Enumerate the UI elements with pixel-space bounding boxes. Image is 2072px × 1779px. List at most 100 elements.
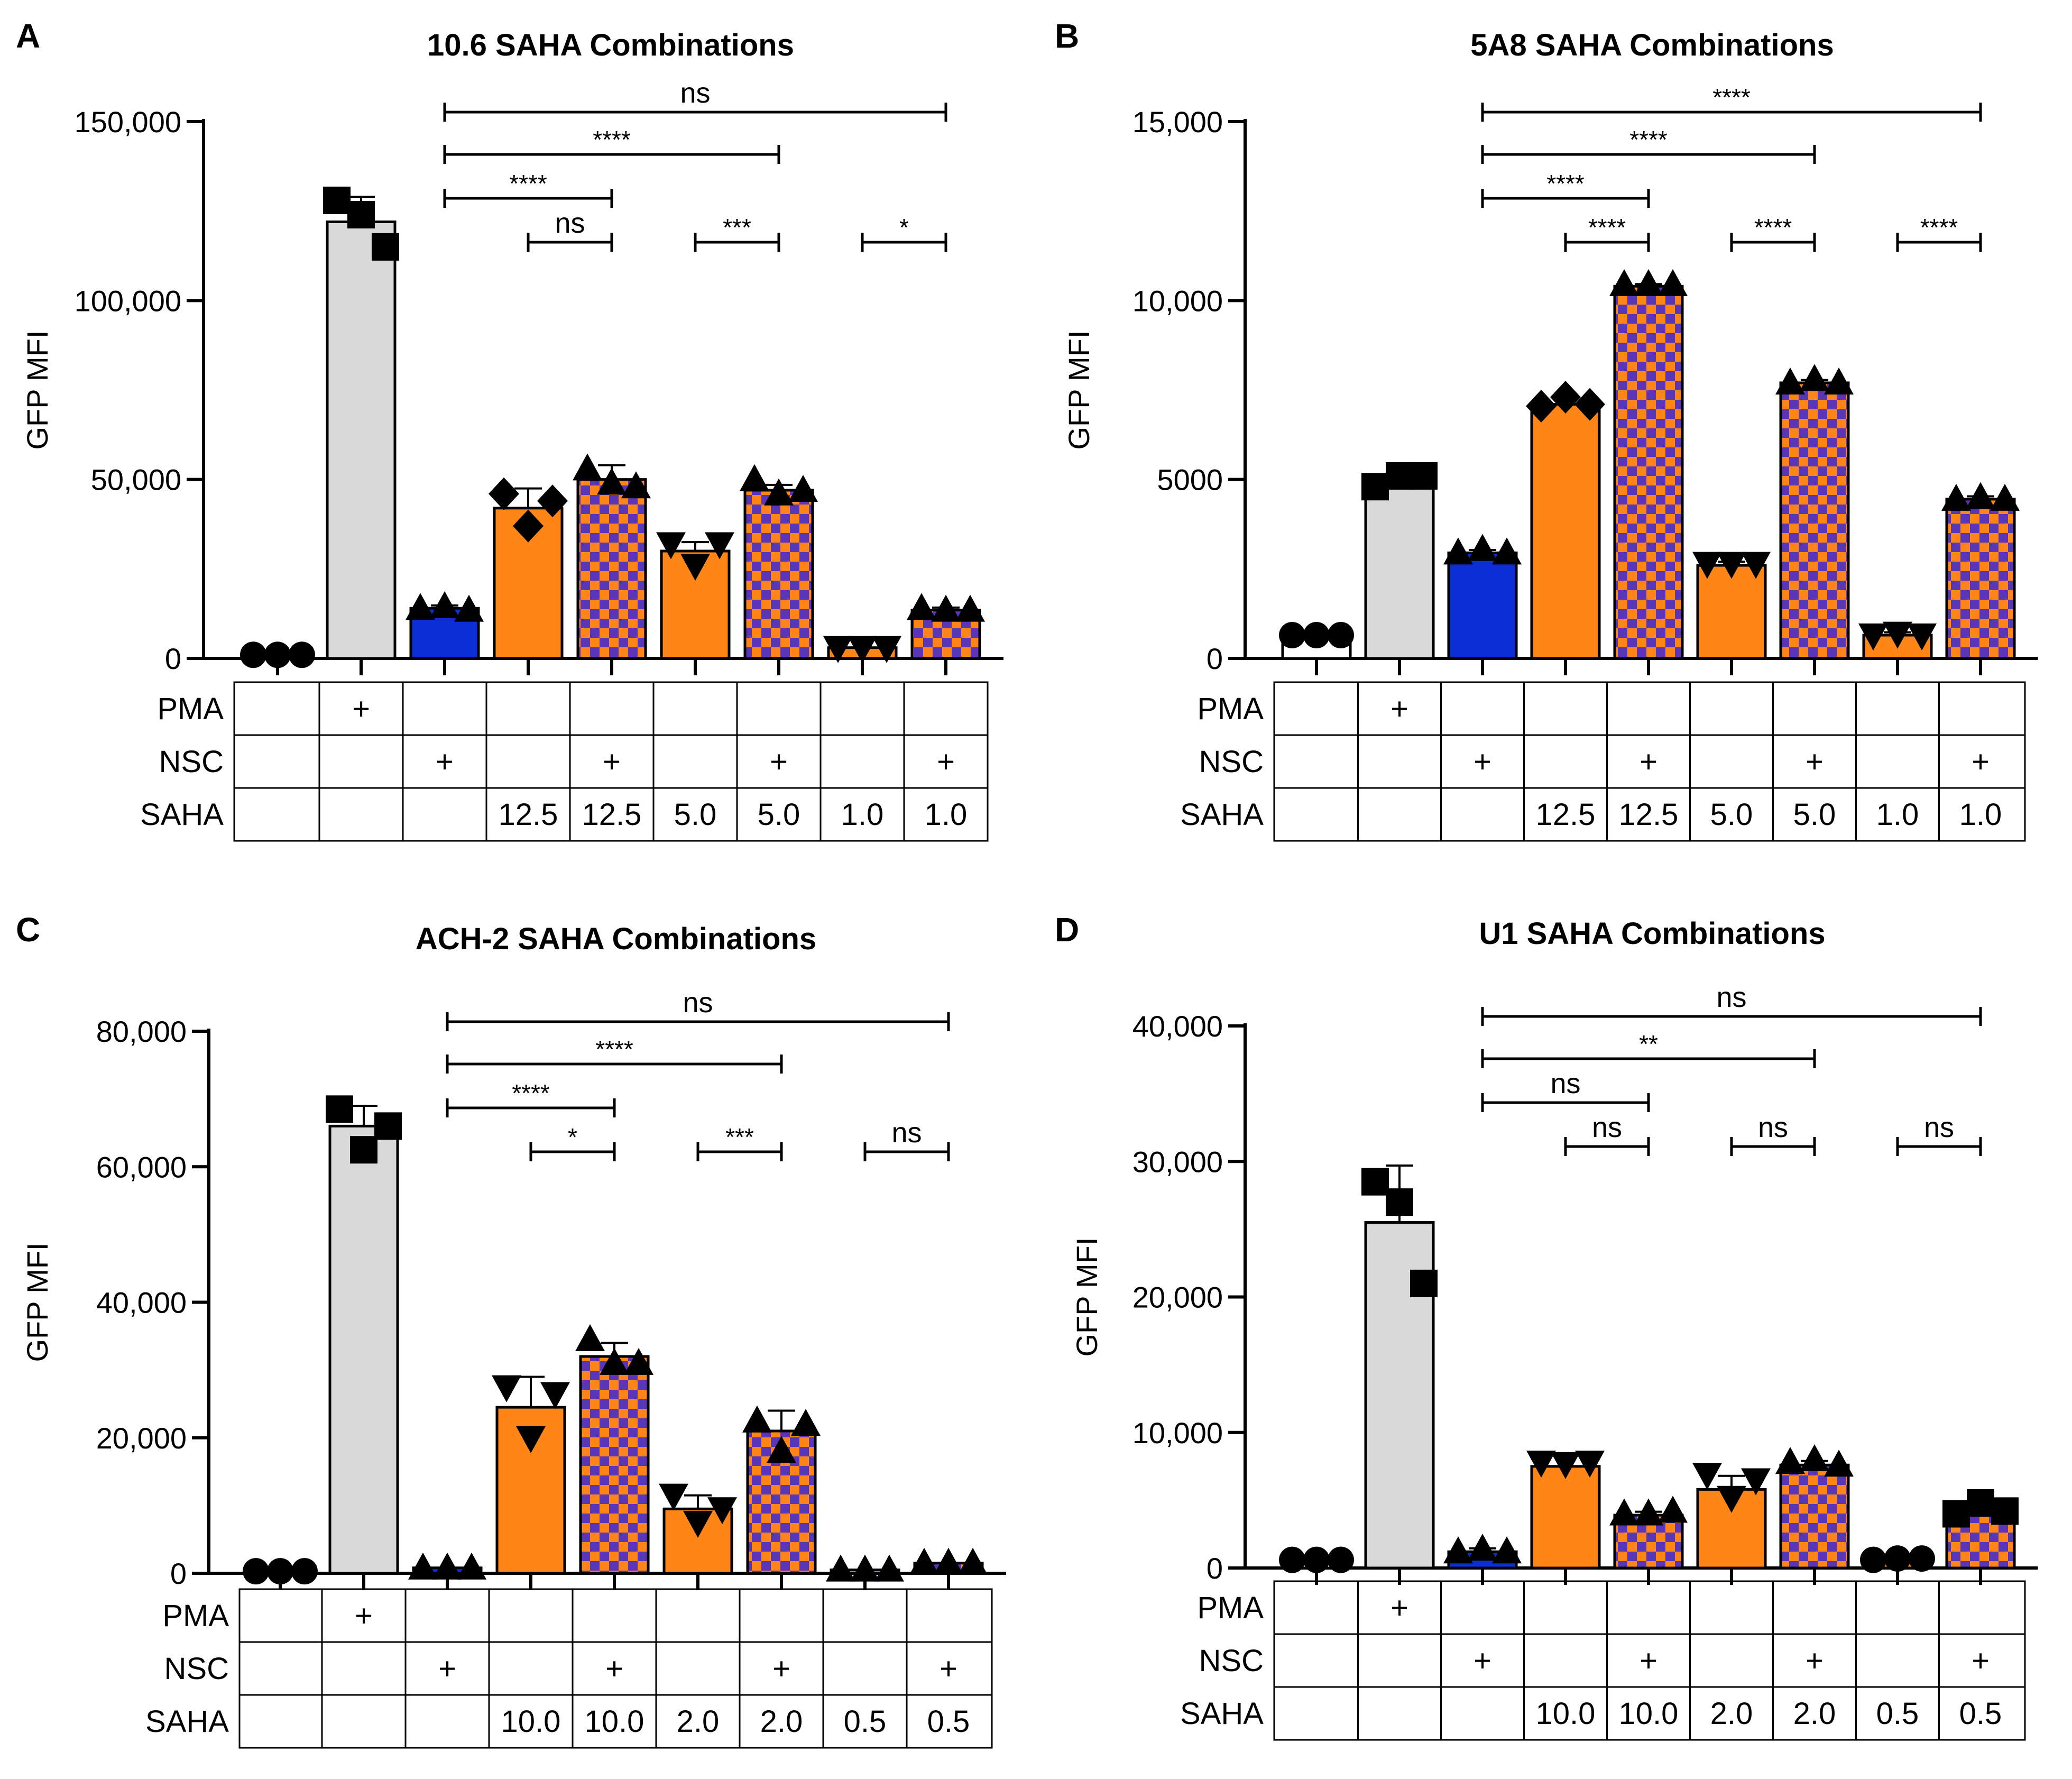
table-cell: + [1390,692,1408,726]
data-point [1692,552,1722,579]
significance-label: * [568,1123,577,1151]
data-point [1824,1450,1854,1477]
data-point [1775,367,1805,395]
treatment-table: PMA + NSC + + + + SAHA 12.5 12.5 5.0 5.0 1.0 1.0 [1180,681,2026,842]
data-point [1279,622,1305,649]
table-cell: + [1640,745,1657,779]
table-border [1273,681,2026,842]
table-cell: 10.0 [1536,1697,1596,1731]
data-point [573,453,602,481]
panel-letter: D [1055,911,1079,949]
data-point [707,1497,737,1525]
y-tick-label: 40,000 [96,1286,187,1319]
panel-letter: A [16,17,40,55]
data-point [1492,1536,1522,1564]
table-row-label: NSC [1199,745,1264,779]
table-cell: 0.5 [927,1704,970,1739]
data-point [907,593,936,620]
panel-d: D U1 SAHA Combinations GFP MFI 0 10,000 20,00… [1055,911,2038,1741]
significance-label: **** [593,126,631,153]
data-point [934,1547,963,1575]
data-point [406,593,435,620]
table-cell: 1.0 [1876,797,1919,832]
data-point [240,641,266,668]
data-point [1824,367,1854,395]
data-point [1775,1447,1805,1474]
table-cell: 5.0 [674,797,717,832]
significance-label: *** [723,214,751,241]
y-axis-label: GFP MFI [21,1242,54,1362]
data-point [597,467,627,495]
data-point [430,591,459,618]
treatment-table: PMA + NSC + + + + SAHA 12.5 12.5 5.0 5.0 1.0 1.0 [140,681,989,842]
data-point [264,641,291,668]
significance-label: ns [1550,1068,1580,1099]
y-tick-label: 20,000 [96,1422,187,1455]
significance-label: ns [891,1117,922,1149]
table-cell: 5.0 [1793,797,1836,832]
data-point [740,464,769,491]
panel-b: B 5A8 SAHA Combinations GFP MFI 0 5000 10,000… [1055,17,2038,842]
table-row-label: PMA [157,692,224,726]
table-cell: + [1390,1591,1408,1625]
y-tick-label: 0 [1207,642,1223,675]
bar [1779,1463,1850,1570]
table-cell: + [937,745,955,779]
data-point [1410,1269,1438,1297]
table-cell: 12.5 [582,797,642,832]
data-point [1386,462,1413,490]
data-point [374,1112,402,1140]
data-point [1909,1545,1935,1572]
table-cell: + [1972,745,1990,779]
y-tick-label: 30,000 [1132,1145,1223,1178]
table-row-label: NSC [1199,1644,1264,1678]
table-row-label: SAHA [145,1704,229,1739]
bar [1696,564,1767,660]
table-cell: 2.0 [1710,1697,1753,1731]
data-point [1717,1485,1746,1513]
data-point [326,1095,353,1123]
significance-label: **** [512,1079,550,1107]
y-tick-label: 0 [165,642,181,675]
data-point [1609,1498,1639,1526]
bar [743,489,814,660]
data-point [1741,1468,1771,1496]
table-cell: + [1972,1644,1990,1678]
data-point [1941,483,1971,511]
table-border [1273,1580,2026,1741]
data-point [1800,364,1829,391]
y-tick-label: 150,000 [75,105,181,139]
data-point [1717,552,1746,579]
table-cell: 0.5 [1876,1697,1919,1731]
data-point [347,200,375,228]
significance-label: **** [1754,214,1792,241]
data-point [575,1324,605,1351]
treatment-table: PMA + NSC + + + + SAHA 10.0 10.0 2.0 2.0 0.5 0.5 [1180,1580,2026,1741]
data-point [1328,1546,1354,1573]
data-point [291,1558,318,1585]
data-point [764,478,794,506]
y-tick-label: 100,000 [75,284,181,317]
bar [579,1355,650,1575]
data-point [489,477,519,510]
table-cell: + [1806,1644,1824,1678]
y-tick-label: 10,000 [1132,284,1223,317]
table-cell: + [1640,1644,1657,1678]
significance-label: **** [595,1035,633,1063]
data-point [516,1426,546,1453]
y-axis-label: GFP MFI [1062,330,1095,450]
data-point [1361,473,1389,501]
significance-label: ns [680,77,710,109]
data-point [621,471,651,499]
significance-label: **** [1629,126,1668,153]
bar [1530,1465,1601,1570]
table-cell: 0.5 [1959,1697,2002,1731]
data-point [1551,1452,1580,1479]
table-cell: 5.0 [758,797,800,832]
significance-label: ns [683,987,713,1019]
data-point [705,532,734,560]
data-point [1526,389,1557,423]
bar [328,1124,399,1575]
table-row-label: SAHA [1180,1697,1264,1731]
significance-label: ns [555,207,585,239]
